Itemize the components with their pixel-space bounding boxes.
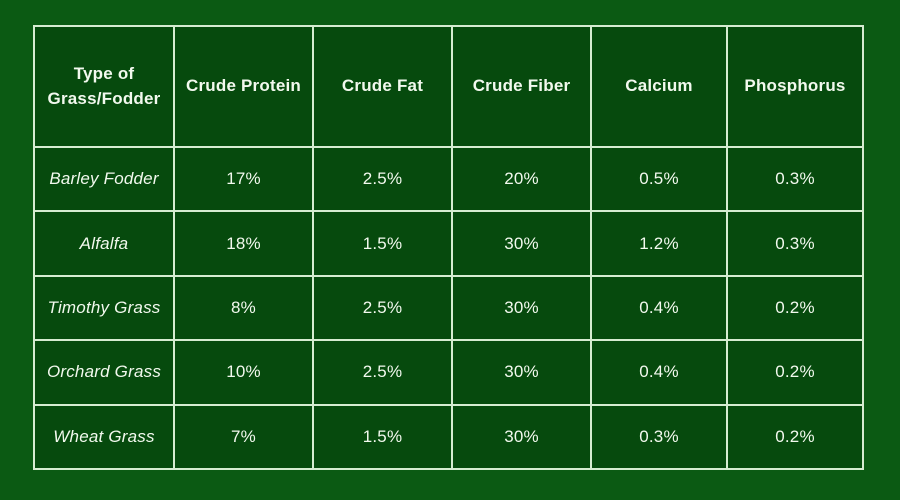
row-label-alfalfa: Alfalfa [33, 210, 175, 277]
cell-value: 1.2% [590, 210, 728, 277]
cell-value: 18% [173, 210, 314, 277]
column-header-type-of-grass-fodder: Type of Grass/Fodder [33, 25, 175, 148]
cell-value: 1.5% [312, 210, 453, 277]
column-header-calcium: Calcium [590, 25, 728, 148]
column-header-phosphorus: Phosphorus [726, 25, 864, 148]
row-label-wheat-grass: Wheat Grass [33, 403, 175, 471]
row-label-orchard-grass: Orchard Grass [33, 339, 175, 406]
table-row-wheat-grass: Wheat Grass 7% 1.5% 30% 0.3% 0.2% [33, 403, 864, 471]
grass-fodder-nutrition-table-wrap: Type of Grass/Fodder Crude Protein Crude… [33, 25, 864, 471]
cell-value: 30% [451, 339, 592, 406]
cell-value: 0.5% [590, 145, 728, 213]
cell-value: 2.5% [312, 145, 453, 213]
cell-value: 0.3% [726, 145, 864, 213]
column-header-crude-fat: Crude Fat [312, 25, 453, 148]
table-row-timothy-grass: Timothy Grass 8% 2.5% 30% 0.4% 0.2% [33, 274, 864, 342]
cell-value: 8% [173, 274, 314, 342]
cell-value: 7% [173, 403, 314, 471]
cell-value: 0.2% [726, 274, 864, 342]
cell-value: 2.5% [312, 274, 453, 342]
cell-value: 30% [451, 210, 592, 277]
cell-value: 0.2% [726, 403, 864, 471]
cell-value: 0.2% [726, 339, 864, 406]
cell-value: 30% [451, 403, 592, 471]
table-header-row: Type of Grass/Fodder Crude Protein Crude… [33, 25, 864, 148]
cell-value: 30% [451, 274, 592, 342]
cell-value: 17% [173, 145, 314, 213]
row-label-timothy-grass: Timothy Grass [33, 274, 175, 342]
table-row-alfalfa: Alfalfa 18% 1.5% 30% 1.2% 0.3% [33, 210, 864, 277]
cell-value: 20% [451, 145, 592, 213]
cell-value: 2.5% [312, 339, 453, 406]
grass-fodder-nutrition-table: Type of Grass/Fodder Crude Protein Crude… [33, 25, 864, 471]
cell-value: 0.3% [726, 210, 864, 277]
row-label-barley-fodder: Barley Fodder [33, 145, 175, 213]
column-header-crude-fiber: Crude Fiber [451, 25, 592, 148]
cell-value: 10% [173, 339, 314, 406]
table-row-barley-fodder: Barley Fodder 17% 2.5% 20% 0.5% 0.3% [33, 145, 864, 213]
cell-value: 0.4% [590, 274, 728, 342]
column-header-crude-protein: Crude Protein [173, 25, 314, 148]
table-row-orchard-grass: Orchard Grass 10% 2.5% 30% 0.4% 0.2% [33, 339, 864, 406]
cell-value: 1.5% [312, 403, 453, 471]
cell-value: 0.4% [590, 339, 728, 406]
cell-value: 0.3% [590, 403, 728, 471]
